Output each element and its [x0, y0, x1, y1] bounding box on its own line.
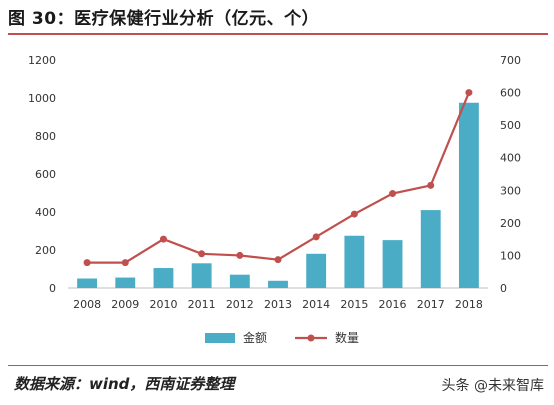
line-point	[427, 181, 435, 189]
series-line-count	[87, 92, 470, 264]
legend-swatch-bar	[205, 333, 235, 343]
y-tick-label-right: 500	[500, 119, 521, 132]
bar	[115, 277, 136, 288]
line-point	[121, 259, 129, 267]
x-tick-label: 2018	[455, 298, 483, 311]
y-tick-label-right: 300	[500, 184, 521, 197]
bar	[382, 240, 403, 288]
line-point	[198, 250, 206, 258]
legend-label-line: 数量	[335, 330, 359, 345]
y-tick-label-left: 1200	[28, 54, 56, 67]
bar	[153, 268, 174, 288]
bar	[191, 263, 212, 288]
title-divider	[8, 33, 548, 35]
bar	[77, 278, 98, 288]
y-tick-label-left: 1000	[28, 92, 56, 105]
bar	[458, 102, 479, 288]
y-tick-label-right: 600	[500, 87, 521, 100]
legend-label-bar: 金额	[243, 330, 267, 345]
y-tick-label-right: 200	[500, 217, 521, 230]
line-point	[274, 256, 282, 264]
bar	[306, 253, 327, 288]
watermark: 头条 @未来智库	[441, 378, 544, 394]
x-tick-label: 2013	[264, 298, 292, 311]
line-point	[236, 251, 244, 259]
y-tick-label-left: 800	[35, 130, 56, 143]
y-tick-label-right: 400	[500, 152, 521, 165]
bar	[344, 235, 365, 288]
line-point	[465, 89, 473, 97]
x-tick-label: 2010	[149, 298, 177, 311]
x-tick-label: 2009	[111, 298, 139, 311]
y-tick-label-left: 600	[35, 168, 56, 181]
bar	[268, 280, 288, 288]
chart: 0 200 400 600 800 1000 1200 0 100 200 300 400 500 600…	[28, 54, 521, 345]
bar	[229, 274, 250, 288]
x-tick-label: 2017	[417, 298, 445, 311]
x-tick-label: 2015	[340, 298, 368, 311]
line-point	[159, 235, 167, 243]
line-point	[83, 259, 91, 267]
line-point	[312, 233, 320, 241]
line-point	[350, 210, 358, 218]
y-tick-label-left: 400	[35, 206, 56, 219]
source-divider	[8, 365, 548, 366]
x-tick-label: 2008	[73, 298, 101, 311]
y-tick-label-left: 0	[49, 282, 56, 295]
bar	[420, 210, 441, 288]
source-note: 数据来源：wind，西南证券整理	[14, 375, 235, 393]
x-tick-label: 2011	[188, 298, 216, 311]
y-tick-label-right: 100	[500, 249, 521, 262]
y-tick-label-right: 0	[500, 282, 507, 295]
line-point	[389, 190, 397, 198]
y-tick-label-left: 200	[35, 244, 56, 257]
x-tick-label: 2016	[379, 298, 407, 311]
y-tick-label-right: 700	[500, 54, 521, 67]
legend-swatch-line-marker	[307, 334, 315, 342]
figure-title: 图 30：医疗保健行业分析（亿元、个）	[8, 9, 320, 29]
x-tick-label: 2014	[302, 298, 330, 311]
x-tick-label: 2012	[226, 298, 254, 311]
